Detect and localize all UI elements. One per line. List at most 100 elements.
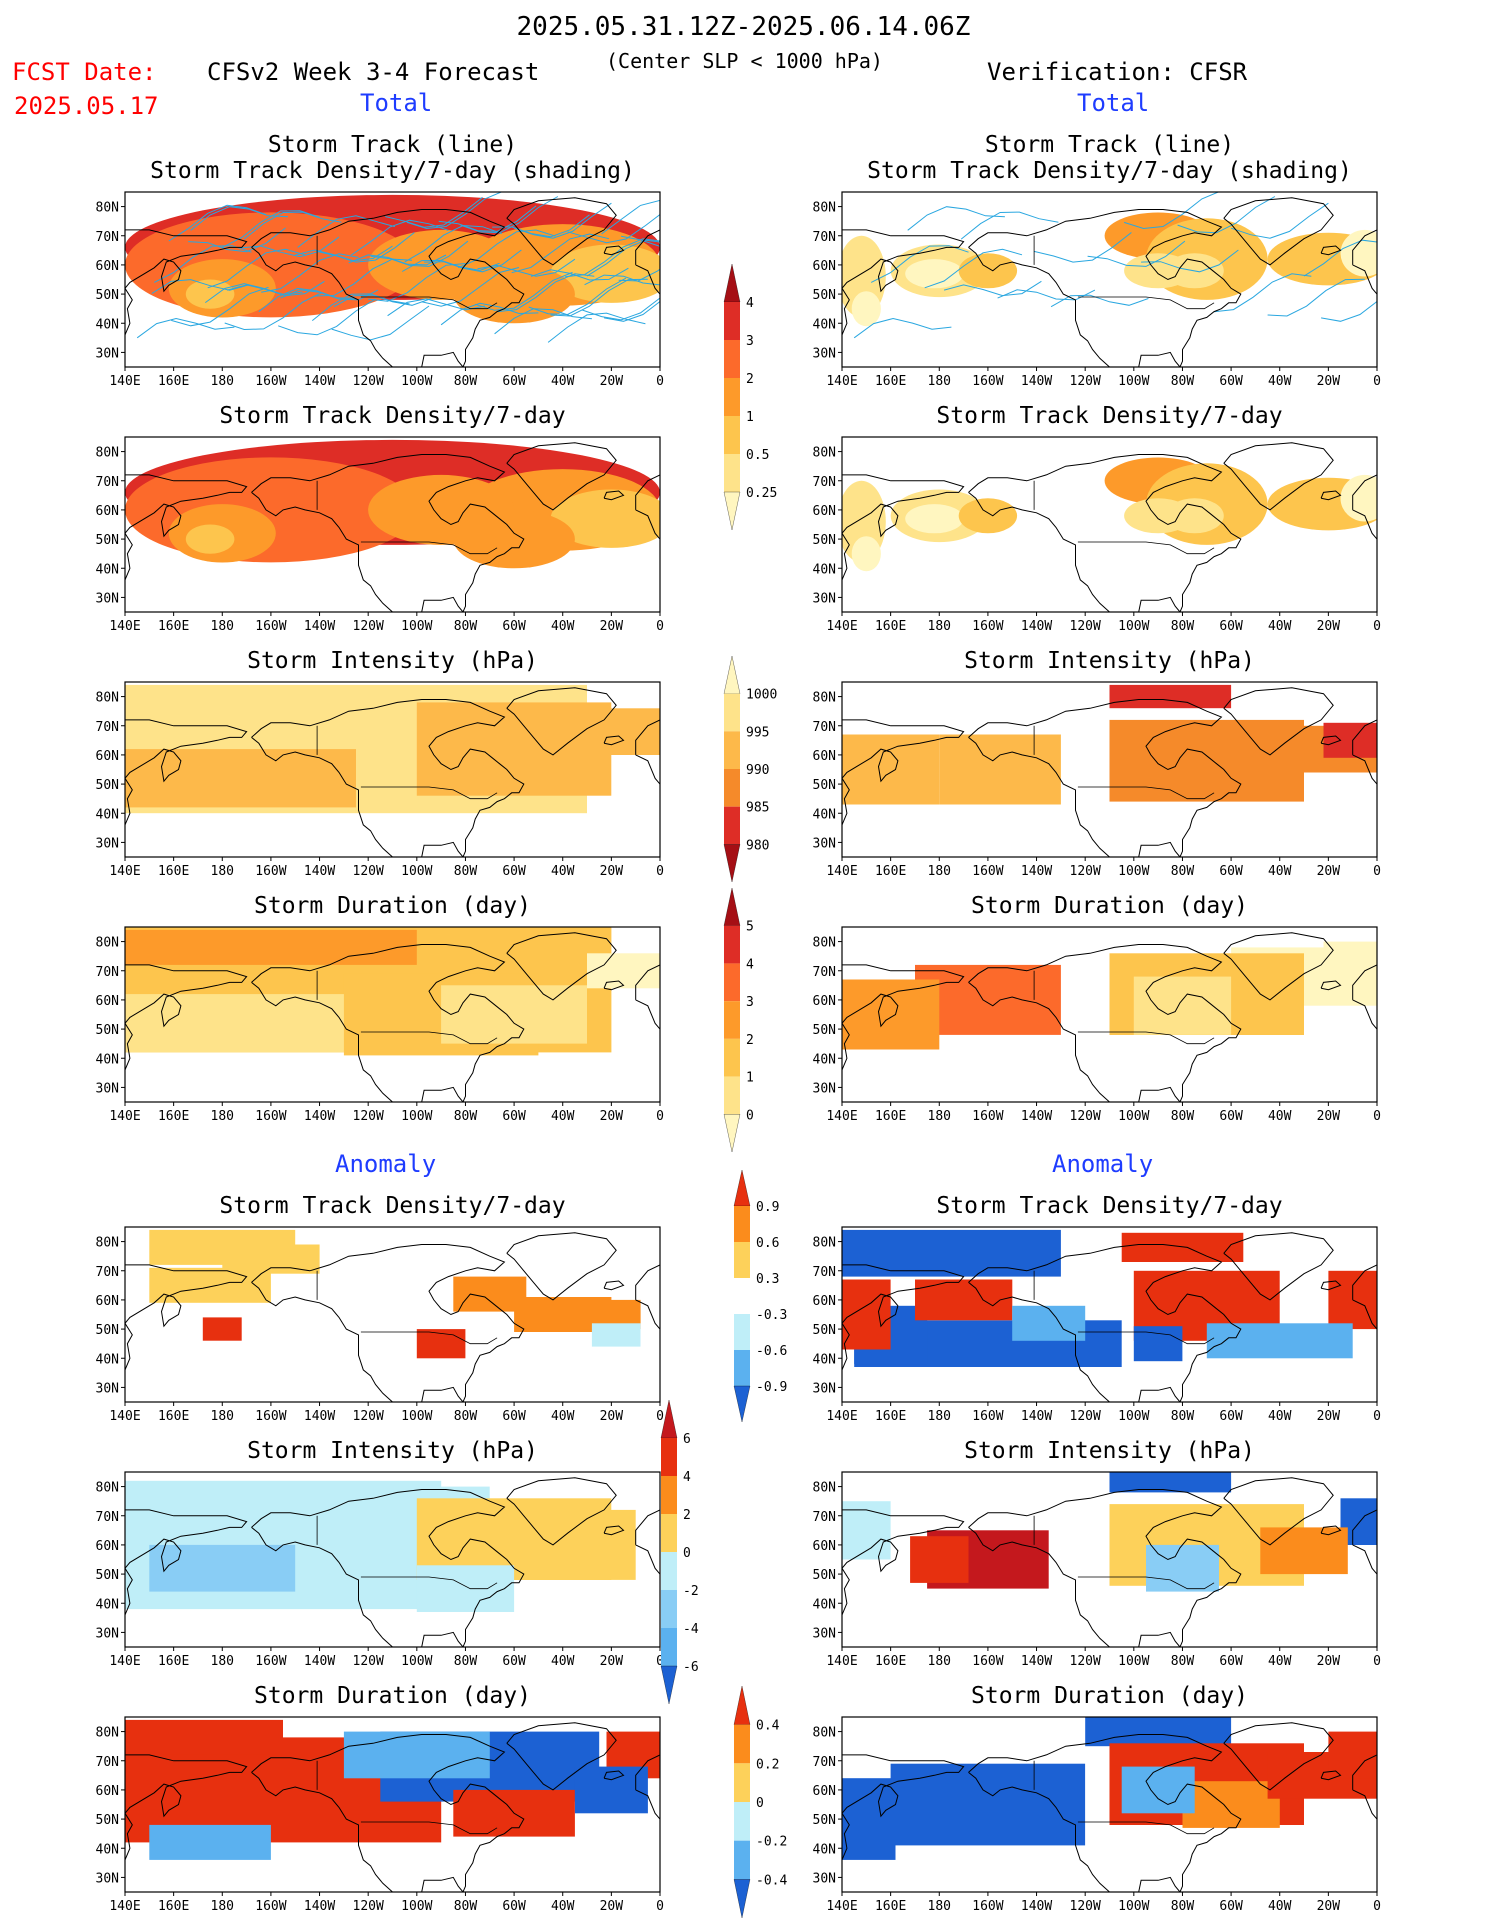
map-frame: [124, 681, 661, 858]
lon-label: 20W: [1317, 1899, 1341, 1914]
shading-cell: [125, 994, 381, 1053]
lat-label: 60N: [96, 1784, 119, 1799]
colorbar-label: -0.9: [756, 1380, 787, 1395]
colorbar-cap: [723, 887, 741, 926]
shading-cell: [1260, 1527, 1348, 1575]
panel-title-intensity-left: Storm Intensity (hPa): [247, 648, 538, 674]
colorbar-cap: [733, 1685, 751, 1725]
lat-label: 30N: [96, 591, 119, 606]
lon-label: 0: [656, 1654, 664, 1669]
map-frame: [124, 436, 661, 613]
map-panel-intensity-verification: 80N 70N 60N 50N 40N 30N 140E 160E 180 160W 140W 120…: [813, 681, 1381, 879]
colorbar-label: 3: [746, 995, 754, 1010]
lat-label: 70N: [813, 475, 836, 490]
colorbar-label: 0: [683, 1546, 691, 1561]
lat-label: 50N: [813, 1813, 836, 1828]
colorbar-swatch: [724, 302, 740, 340]
shading-cell: [1182, 1781, 1280, 1828]
shading-cell: [149, 1267, 271, 1303]
lon-label: 160W: [972, 619, 1003, 634]
coastline: [842, 1754, 965, 1861]
map-frame: [124, 1471, 661, 1648]
colorbar-swatch: [724, 1038, 740, 1077]
shading-cell: [1133, 1326, 1183, 1362]
lon-label: 140W: [1021, 1899, 1052, 1914]
lat-label: 70N: [813, 1510, 836, 1525]
storm-track-line: [907, 206, 1005, 231]
map-frame: [841, 1471, 1378, 1648]
lon-label: 100W: [401, 619, 432, 634]
lon-label: 20W: [600, 1899, 624, 1914]
colorbar-label: 1: [746, 410, 754, 425]
storm-track-line: [477, 258, 576, 277]
lat-label: 50N: [813, 778, 836, 793]
lon-label: 60W: [502, 1899, 526, 1914]
lon-label: 120W: [1070, 374, 1101, 389]
lat-label: 60N: [813, 1294, 836, 1309]
storm-track-line: [1177, 196, 1276, 234]
lon-label: 160E: [158, 864, 189, 879]
lon-label: 60W: [502, 619, 526, 634]
lon-label: 80W: [454, 619, 478, 634]
lon-label: 0: [1373, 1409, 1381, 1424]
colorbar-label: 0.25: [746, 486, 777, 501]
storm-track-line: [1123, 192, 1220, 230]
coastline: [125, 474, 248, 581]
coastline: [1223, 1232, 1334, 1301]
coastline: [842, 1264, 965, 1371]
colorbar-label: -6: [683, 1660, 699, 1675]
lat-label: 80N: [96, 1481, 119, 1496]
colorbar-label: 1: [746, 1071, 754, 1086]
storm-track-line: [438, 205, 537, 232]
lon-label: 0: [656, 374, 664, 389]
shading-cell: [1206, 1323, 1353, 1359]
storm-track-line: [528, 277, 627, 316]
shading-field-track: [842, 192, 1377, 367]
lat-label: 60N: [96, 259, 119, 274]
colorbar-label: 0.5: [746, 448, 769, 463]
lat-label: 80N: [813, 1236, 836, 1251]
coastline: [1223, 442, 1334, 511]
colorbar-label: 0: [746, 1108, 754, 1123]
shading-cell: [842, 1279, 891, 1350]
panel-title-track-line-right: Storm Track (line): [984, 132, 1235, 158]
storm-track-line: [492, 214, 590, 238]
lon-label: 120W: [353, 619, 384, 634]
map-panel-danom-forecast: 80N 70N 60N 50N 40N 30N 140E 160E 180 160W 140W 120…: [96, 1226, 664, 1424]
shading-blob: [958, 253, 1018, 289]
colorbar-label: 0.3: [756, 1272, 779, 1287]
colorbar-cap: [733, 1385, 751, 1423]
coastline: [635, 964, 660, 1030]
shading-cell: [149, 1544, 296, 1592]
coastline: [1223, 932, 1334, 1001]
lat-label: 80N: [813, 446, 836, 461]
panel-title-density-anom-right: Storm Track Density/7-day: [936, 1193, 1283, 1219]
shading-cell: [1328, 1731, 1377, 1779]
coastline: [842, 229, 965, 336]
panel-title-intensity-anom-right: Storm Intensity (hPa): [964, 1438, 1255, 1464]
colorbar-label: -4: [683, 1622, 699, 1637]
lon-label: 40W: [1268, 1109, 1292, 1124]
lat-label: 50N: [813, 533, 836, 548]
coastline: [842, 964, 965, 1071]
lat-label: 30N: [813, 591, 836, 606]
storm-track-line: [207, 248, 306, 289]
shading-blob: [1340, 474, 1377, 522]
coastline: [968, 944, 1242, 1102]
lon-label: 20W: [600, 374, 624, 389]
shading-blob: [185, 524, 235, 554]
shading-field-ianom: [125, 1477, 660, 1647]
lon-label: 180: [211, 374, 234, 389]
lon-label: 180: [211, 1109, 234, 1124]
lat-label: 30N: [96, 1081, 119, 1096]
colorbar-label: -0.3: [756, 1308, 787, 1323]
coastline: [603, 245, 625, 256]
colorbar-swatch: [724, 1076, 740, 1115]
colorbar-cap: [723, 1114, 741, 1153]
lon-label: 80W: [1171, 1654, 1195, 1669]
colorbar-duration-anom: 0.4 0.2 0 -0.2 -0.4: [733, 1685, 787, 1919]
colorbar-swatch: [734, 1350, 750, 1386]
lon-label: 0: [656, 1409, 664, 1424]
colorbar-swatch: [734, 1278, 750, 1314]
shading-blob: [453, 509, 575, 569]
